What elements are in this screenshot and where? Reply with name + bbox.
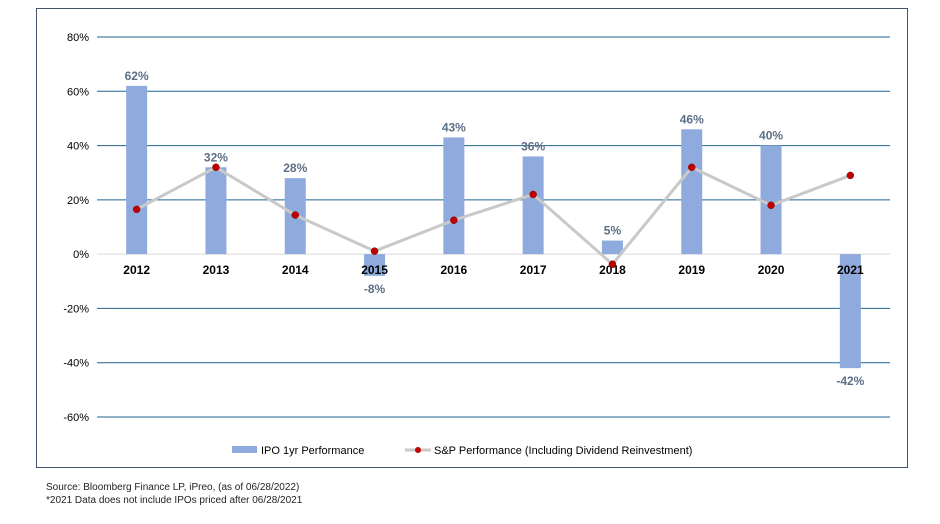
y-tick-label: -60% [63, 412, 89, 424]
legend-marker-sp [415, 447, 421, 453]
bar [839, 254, 861, 369]
data-label: 43% [442, 120, 466, 134]
footnote: *2021 Data does not include IPOs priced … [46, 495, 303, 506]
bar [601, 240, 623, 255]
sp-marker [608, 260, 617, 268]
y-tick-label: 20% [67, 195, 89, 207]
x-tick-label: 2020 [758, 263, 785, 277]
y-tick-label: 80% [67, 32, 89, 44]
x-tick-label: 2017 [520, 263, 547, 277]
bar [522, 156, 544, 255]
sp-marker [132, 205, 141, 214]
x-tick-label: 2016 [440, 263, 467, 277]
chart-frame [36, 8, 908, 468]
data-label: -42% [836, 374, 864, 388]
bar [205, 167, 227, 255]
sp-marker [846, 171, 855, 180]
bar [681, 129, 703, 255]
x-tick-label: 2012 [123, 263, 150, 277]
sp-marker [767, 201, 775, 210]
sp-marker [529, 190, 537, 199]
legend-label-ipo: IPO 1yr Performance [261, 445, 364, 457]
sp-marker [212, 163, 220, 172]
bar [364, 254, 386, 276]
data-label: 40% [759, 129, 783, 143]
y-tick-label: -20% [63, 303, 89, 315]
data-label: 62% [125, 69, 149, 83]
data-label: 5% [604, 224, 622, 238]
sp-marker [370, 247, 379, 255]
x-tick-label: 2019 [678, 263, 705, 277]
data-label: 36% [521, 139, 545, 153]
x-tick-label: 2018 [599, 263, 626, 277]
legend-label-sp: S&P Performance (Including Dividend Rein… [434, 445, 692, 457]
x-tick-label: 2014 [282, 263, 309, 277]
data-label: 46% [680, 112, 704, 126]
data-label: -8% [364, 282, 386, 296]
y-tick-label: 40% [67, 141, 89, 153]
data-label: 28% [283, 161, 307, 175]
x-tick-label: 2015 [361, 263, 388, 277]
y-tick-label: 60% [67, 86, 89, 98]
sp-marker [688, 163, 696, 172]
x-tick-label: 2013 [203, 263, 230, 277]
bar [443, 137, 465, 255]
sp-line [135, 165, 851, 267]
sp-marker [450, 216, 458, 224]
y-tick-label: -40% [63, 358, 89, 370]
bar [760, 145, 782, 255]
data-label: 32% [204, 150, 228, 164]
source-note: Source: Bloomberg Finance LP, iPreo, (as… [46, 482, 300, 493]
sp-marker [291, 211, 299, 219]
x-tick-label: 2021 [837, 263, 864, 277]
bar [126, 85, 148, 255]
legend-swatch-ipo [232, 446, 257, 453]
y-tick-label: 0% [73, 249, 89, 261]
